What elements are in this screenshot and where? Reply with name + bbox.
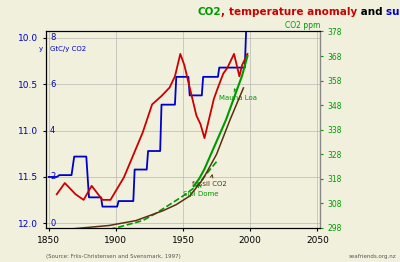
Text: Mauna Loa: Mauna Loa [219, 89, 257, 101]
Text: temperature anomaly: temperature anomaly [229, 7, 357, 17]
Text: ,: , [221, 7, 229, 17]
Text: GtC/y CO2: GtC/y CO2 [50, 46, 86, 52]
Text: and: and [357, 7, 386, 17]
Text: 2: 2 [50, 172, 55, 182]
Text: seafriends.org.nz: seafriends.org.nz [348, 254, 396, 259]
Text: CO2 ppm: CO2 ppm [285, 21, 320, 30]
Text: y: y [39, 46, 43, 52]
Text: 6: 6 [50, 80, 56, 89]
Text: fossil CO2: fossil CO2 [192, 175, 227, 187]
Text: sunspot cycle length: sunspot cycle length [386, 7, 400, 17]
Text: 0: 0 [50, 219, 55, 228]
Text: (Source: Friis-Christensen and Svensmark, 1997): (Source: Friis-Christensen and Svensmark… [46, 254, 181, 259]
Text: 8: 8 [50, 34, 56, 42]
Text: 4: 4 [50, 126, 55, 135]
Text: CO2: CO2 [198, 7, 221, 17]
Text: Sipl Dome: Sipl Dome [183, 185, 218, 197]
